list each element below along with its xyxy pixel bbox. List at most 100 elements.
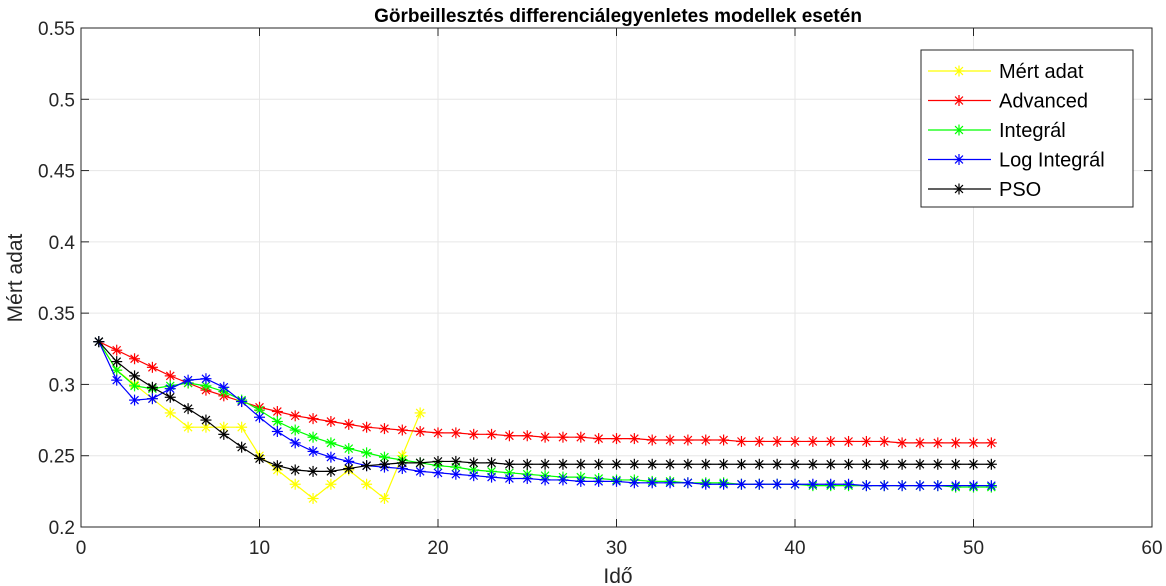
data-point (753, 458, 765, 470)
data-point (664, 434, 676, 446)
data-point (111, 356, 123, 368)
x-tick-label: 40 (784, 538, 805, 559)
data-point (414, 457, 426, 469)
data-point (378, 492, 390, 504)
data-point (932, 458, 944, 470)
data-point (486, 428, 498, 440)
data-point (361, 447, 373, 459)
data-point (825, 435, 837, 447)
y-tick-label: 0.35 (38, 304, 75, 325)
data-point (593, 475, 605, 487)
data-point (164, 370, 176, 382)
data-point (700, 478, 712, 490)
x-tick-label: 0 (76, 538, 87, 559)
data-point (432, 467, 444, 479)
data-point (628, 433, 640, 445)
data-point (432, 455, 444, 467)
legend-label: PSO (999, 179, 1041, 201)
data-point (968, 480, 979, 492)
x-tick-label: 20 (427, 538, 448, 559)
data-point (414, 465, 426, 477)
data-point (325, 465, 337, 477)
data-point (771, 435, 783, 447)
data-point (932, 437, 944, 449)
data-point (200, 373, 212, 385)
data-point (968, 437, 979, 449)
data-point (182, 421, 194, 433)
data-point (985, 458, 997, 470)
data-point (432, 427, 444, 439)
data-point (539, 431, 551, 443)
data-point (985, 480, 997, 492)
data-point (825, 478, 837, 490)
data-point (325, 437, 337, 449)
data-point (468, 428, 480, 440)
data-point (236, 441, 248, 453)
data-point (843, 458, 855, 470)
data-point (361, 421, 373, 433)
data-point (878, 458, 890, 470)
data-point (361, 478, 373, 490)
data-point (164, 407, 176, 419)
data-point (503, 458, 515, 470)
data-point (164, 383, 176, 395)
data-point (950, 437, 962, 449)
data-point (611, 433, 622, 445)
y-tick-label: 0.55 (38, 19, 75, 40)
y-tick-label: 0.5 (49, 90, 75, 111)
data-point (111, 374, 123, 386)
data-point (646, 458, 658, 470)
x-tick-label: 50 (963, 538, 984, 559)
data-point (343, 455, 355, 467)
legend-marker (953, 95, 965, 106)
data-point (860, 435, 872, 447)
data-point (129, 353, 141, 365)
data-point (682, 477, 694, 489)
data-point (343, 463, 355, 475)
data-point (414, 407, 426, 419)
data-point (325, 451, 337, 463)
data-point (539, 474, 551, 486)
data-point (307, 413, 319, 425)
data-point (611, 458, 622, 470)
data-point (378, 423, 390, 435)
data-point (450, 455, 462, 467)
data-point (718, 458, 730, 470)
data-point (146, 393, 158, 405)
data-point (468, 470, 480, 482)
data-point (486, 457, 498, 469)
data-point (735, 458, 747, 470)
data-point (914, 480, 926, 492)
data-point (236, 396, 248, 408)
data-point (985, 437, 997, 449)
legend-label: Mért adat (999, 61, 1084, 83)
data-point (700, 434, 712, 446)
data-point (307, 445, 319, 457)
data-point (557, 431, 569, 443)
data-point (968, 458, 979, 470)
y-tick-label: 0.45 (38, 162, 75, 183)
data-point (289, 410, 301, 422)
x-tick-label: 10 (249, 538, 270, 559)
data-point (146, 361, 158, 373)
data-point (575, 475, 587, 487)
data-point (182, 374, 194, 386)
data-point (486, 471, 498, 483)
data-point (950, 480, 962, 492)
data-point (450, 427, 462, 439)
y-tick-label: 0.25 (38, 447, 75, 468)
data-point (254, 411, 265, 423)
x-tick-label: 30 (606, 538, 627, 559)
data-point (646, 477, 658, 489)
data-point (343, 418, 355, 430)
data-point (664, 477, 676, 489)
data-point (664, 458, 676, 470)
data-point (271, 406, 283, 418)
data-point (129, 380, 141, 392)
data-point (361, 460, 373, 472)
data-point (807, 435, 819, 447)
data-point (218, 381, 230, 393)
legend-label: Log Integrál (999, 150, 1105, 172)
